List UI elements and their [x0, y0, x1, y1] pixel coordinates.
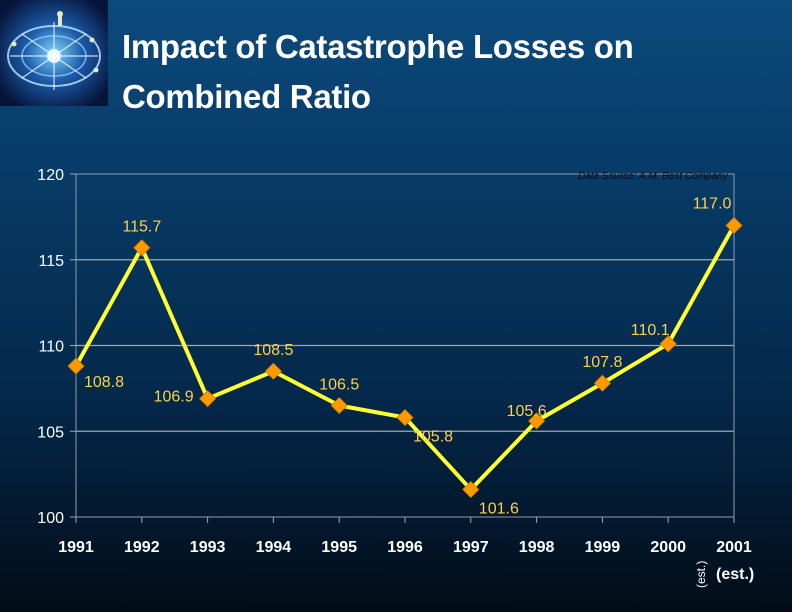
- data-value-label: 107.8: [582, 354, 622, 371]
- data-value-label: 101.6: [479, 501, 519, 518]
- data-value-label: 105.8: [413, 429, 453, 446]
- x-tick-label: 1991: [58, 539, 94, 556]
- x-tick-label: 1996: [387, 539, 423, 556]
- data-point-marker: [67, 357, 85, 375]
- x-tick-label: 1998: [519, 539, 555, 556]
- x-tick-label: 2000: [650, 539, 686, 556]
- x-tick-label: 1992: [124, 539, 160, 556]
- data-point-marker: [725, 216, 743, 235]
- data-value-label: 115.7: [122, 219, 161, 236]
- x-tick-label: 1994: [256, 539, 292, 556]
- x-tick-label: 1995: [321, 539, 357, 556]
- data-value-label: 108.8: [84, 374, 124, 391]
- y-tick-label: 105: [37, 424, 64, 441]
- estimate-note: (est.): [716, 566, 754, 583]
- data-point-marker: [264, 362, 282, 380]
- data-point-marker: [396, 408, 414, 427]
- data-value-label: 110.1: [631, 322, 670, 339]
- y-tick-label: 120: [37, 167, 64, 184]
- data-value-label: 105.6: [507, 403, 547, 420]
- x-tick-label: 2001: [716, 539, 752, 556]
- data-value-label: 108.5: [253, 342, 293, 359]
- x-tick-label: 1997: [453, 539, 489, 556]
- slide-title: Impact of Catastrophe Losses on Combined…: [122, 22, 722, 122]
- data-value-label: 106.5: [319, 377, 359, 394]
- x-tick-label: 1993: [190, 539, 226, 556]
- data-point-marker: [462, 480, 480, 499]
- y-tick-label: 115: [38, 253, 64, 270]
- title-line-2: Combined Ratio: [122, 78, 371, 115]
- data-value-label: 117.0: [693, 195, 732, 212]
- data-point-marker: [593, 374, 611, 392]
- x-tick-label: 1999: [585, 539, 621, 556]
- series-line: [74, 224, 736, 492]
- y-tick-label: 110: [38, 339, 64, 356]
- data-point-marker: [133, 239, 151, 257]
- data-value-label: 106.9: [154, 389, 194, 406]
- data-point-marker: [659, 335, 677, 353]
- data-point-marker: [199, 390, 217, 408]
- data-point-marker: [330, 396, 348, 415]
- title-line-1: Impact of Catastrophe Losses on: [122, 28, 634, 65]
- compass-rose-logo-icon: [0, 0, 108, 106]
- y-tick-label: 100: [37, 510, 64, 527]
- data-source-note: Data Source: A.M. Best Company: [578, 171, 729, 182]
- estimate-note-rotated: (est.): [694, 561, 708, 588]
- data-point-marker: [528, 412, 546, 430]
